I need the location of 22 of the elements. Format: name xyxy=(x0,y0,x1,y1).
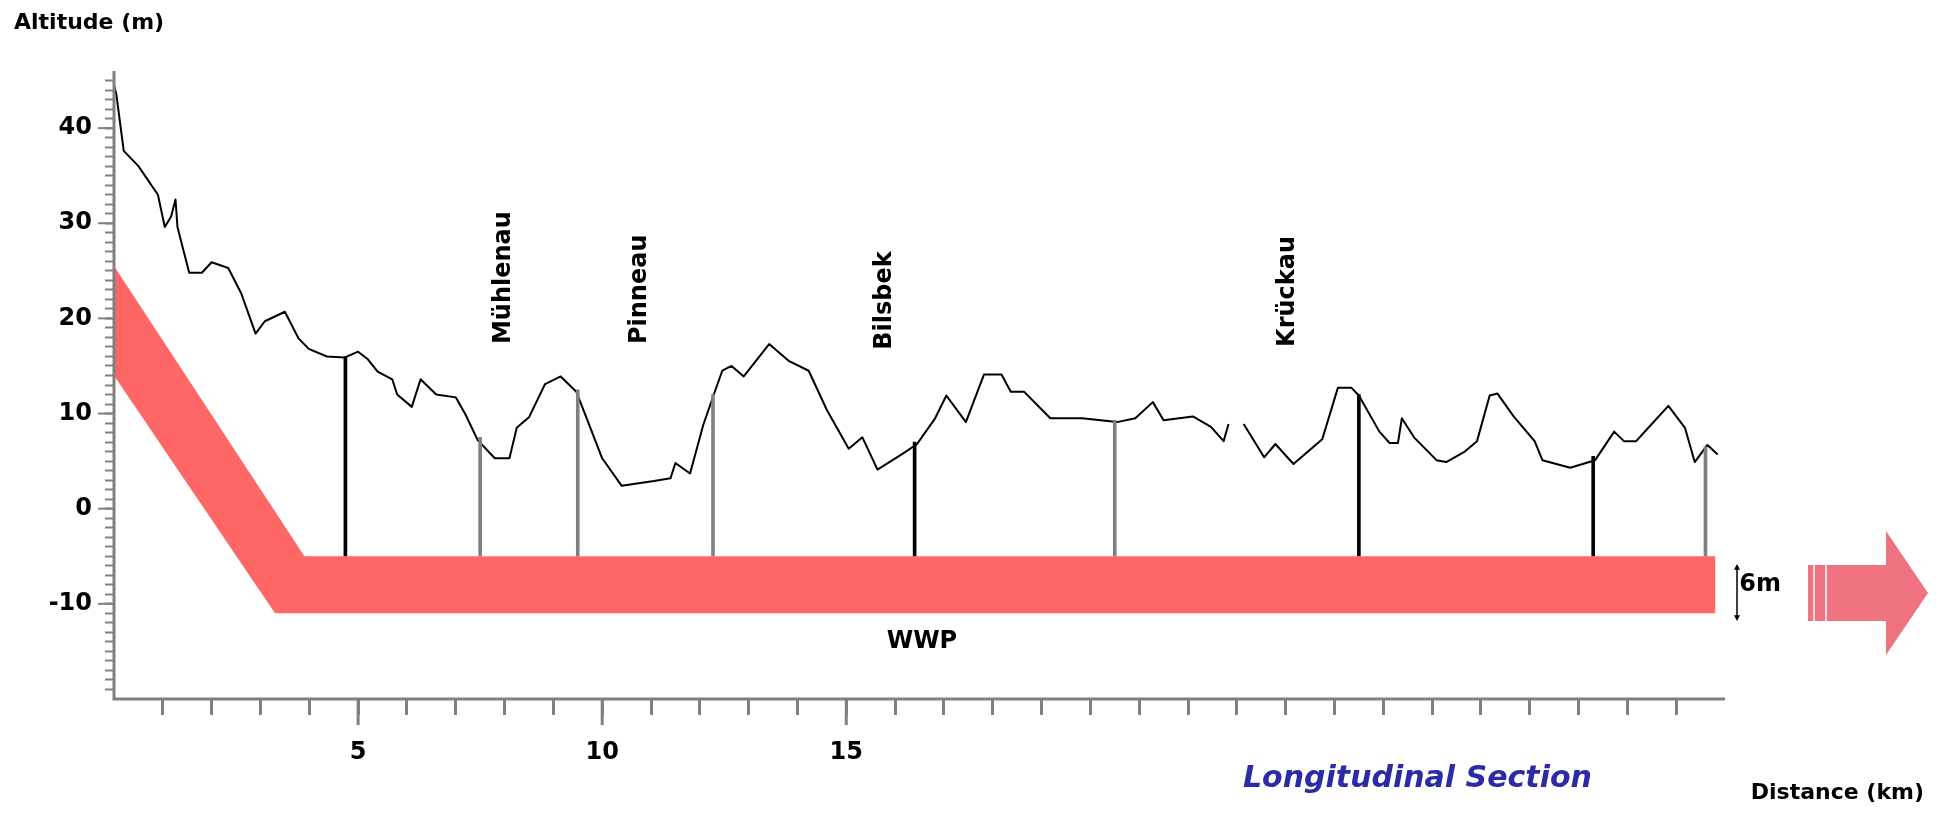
text: Longitudinal Section xyxy=(1242,758,1592,794)
annotation: Pinneau xyxy=(623,234,652,345)
x-tick-label: 5 xyxy=(349,737,367,766)
y-axis-title: Altitude (m) xyxy=(14,8,165,34)
y-tick-label: 30 xyxy=(58,207,92,236)
bar xyxy=(1112,419,1117,557)
annotation: Bilsbek xyxy=(869,250,898,350)
y-tick-label: 0 xyxy=(75,492,92,521)
x-axis-title: Distance (km) xyxy=(1750,778,1924,804)
y-tick-label: 10 xyxy=(58,397,92,426)
y-tick-label: -10 xyxy=(48,588,92,617)
y-tick-label: 40 xyxy=(58,112,92,141)
bar xyxy=(478,437,482,557)
annotation: Mühlenau xyxy=(487,211,516,345)
bar xyxy=(575,389,580,557)
x-tick-label: 10 xyxy=(585,737,619,766)
text: WWP xyxy=(886,625,958,654)
x-tick-label: 15 xyxy=(829,737,863,766)
text: 6m xyxy=(1739,569,1781,598)
bar xyxy=(711,394,715,557)
annotation: Krückau xyxy=(1272,235,1301,347)
y-tick-label: 20 xyxy=(58,302,92,331)
